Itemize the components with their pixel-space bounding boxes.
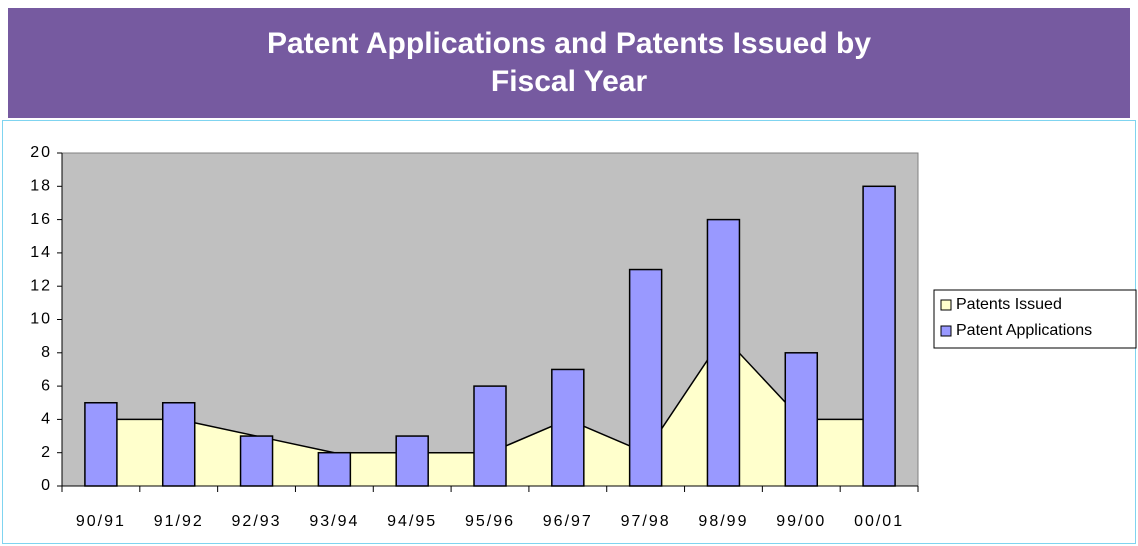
- y-tick-label: 6: [41, 377, 52, 394]
- header: Patent Applications and Patents Issued b…: [8, 8, 1130, 118]
- bar: [862, 185, 896, 487]
- y-tick-label: 0: [41, 477, 52, 494]
- legend: [933, 289, 1137, 349]
- x-tick-label: 94/95: [387, 513, 437, 530]
- bar: [628, 268, 663, 487]
- x-tick-label: 91/92: [154, 513, 204, 530]
- bar: [784, 352, 819, 487]
- y-tick-label: 10: [30, 311, 52, 328]
- legend-swatch: [940, 325, 952, 337]
- x-tick-label: 96/97: [543, 513, 593, 530]
- bar: [473, 385, 507, 487]
- x-tick-label: 98/99: [698, 513, 748, 530]
- bar: [317, 451, 352, 487]
- bar: [161, 402, 196, 487]
- area: [100, 336, 880, 486]
- bar: [395, 435, 429, 487]
- legend-label: Patent Applications: [956, 322, 1092, 339]
- y-tick-label: 4: [41, 411, 52, 428]
- y-tick-label: 8: [41, 344, 52, 361]
- x-tick-label: 93/94: [309, 513, 359, 530]
- x-tick-label: 97/98: [621, 513, 671, 530]
- y-tick-label: 2: [41, 444, 52, 461]
- legend-label: Patents Issued: [956, 296, 1062, 313]
- bar: [239, 435, 274, 487]
- x-tick-label: 99/00: [776, 513, 826, 530]
- x-tick-label: 95/96: [465, 513, 515, 530]
- bar: [706, 218, 741, 487]
- legend-swatch: [940, 299, 952, 311]
- y-tick-label: 18: [30, 178, 52, 195]
- y-tick-label: 12: [30, 277, 52, 294]
- chart-title: Patent Applications and Patents Issued b…: [266, 27, 871, 98]
- bar: [84, 402, 118, 487]
- bar: [551, 368, 585, 487]
- y-tick-label: 20: [30, 144, 52, 161]
- x-tick-label: 00/01: [854, 513, 904, 530]
- x-tick-label: 92/93: [232, 513, 282, 530]
- y-tick-label: 14: [30, 244, 52, 261]
- x-tick-label: 90/91: [76, 513, 126, 530]
- y-tick-label: 16: [30, 211, 52, 228]
